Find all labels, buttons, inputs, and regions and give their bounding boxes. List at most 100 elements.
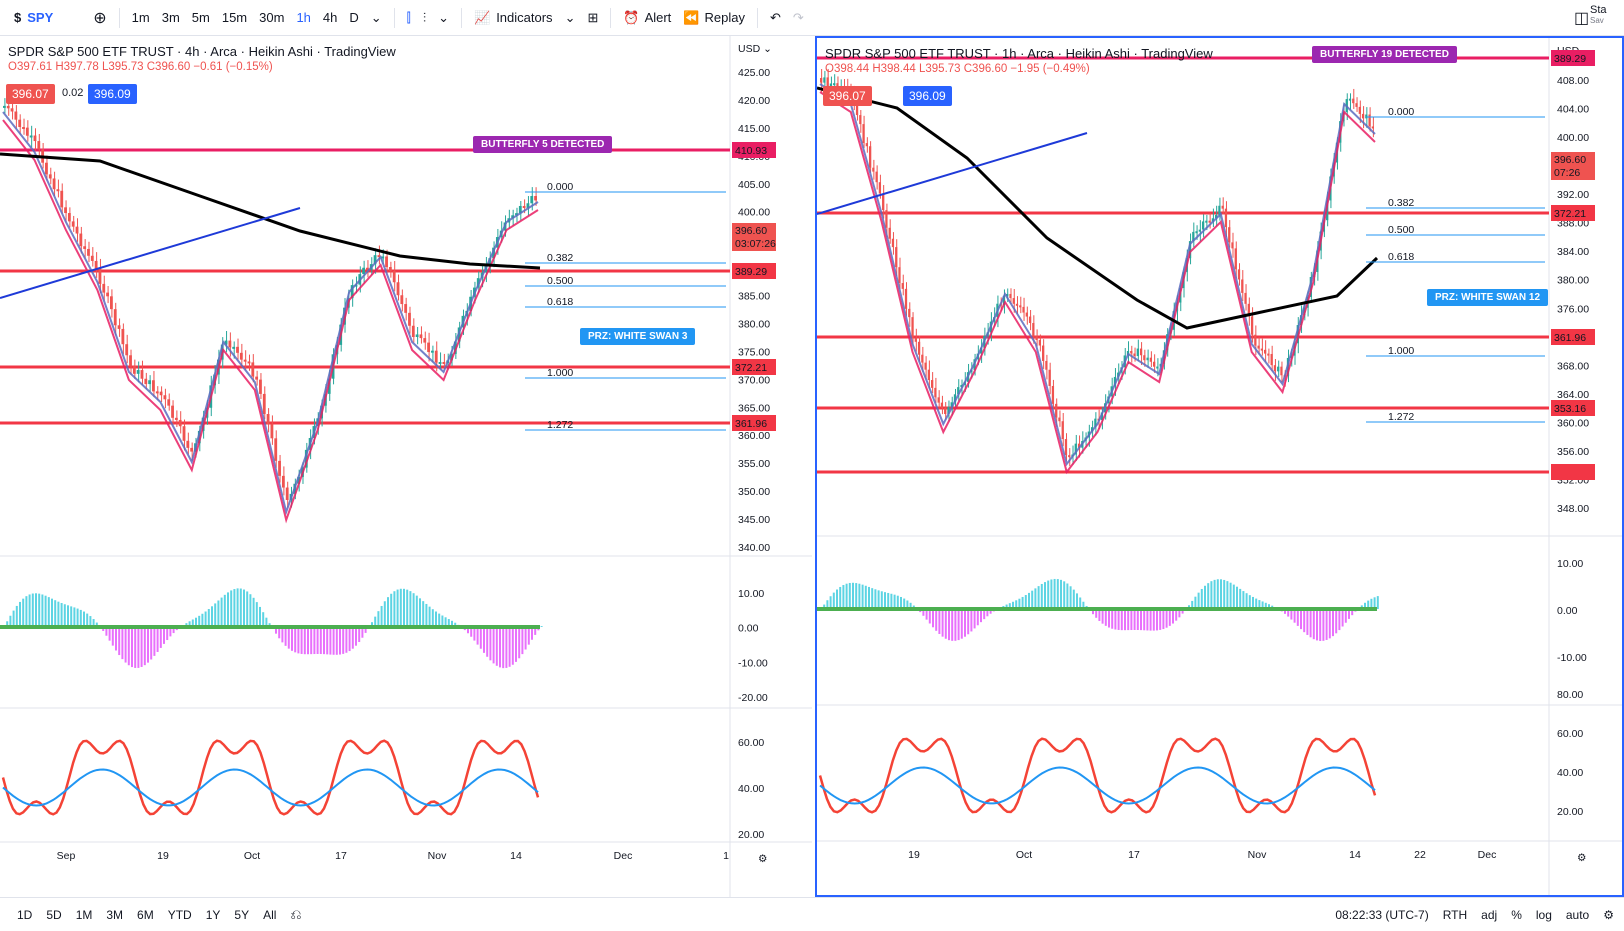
level-price-badge: [732, 142, 776, 158]
percent-toggle[interactable]: %: [1511, 907, 1522, 922]
clock[interactable]: 08:22:33 (UTC-7): [1335, 907, 1429, 922]
candle-body: [511, 215, 515, 219]
oscillator-bar: [470, 627, 473, 637]
range-5d[interactable]: 5D: [46, 907, 62, 922]
sell-button[interactable]: 396.07: [6, 84, 55, 104]
last-price-label: 396.60: [1554, 154, 1586, 166]
oscillator-bar: [415, 595, 418, 627]
butterfly-badge: BUTTERFLY 5 DETECTED: [473, 136, 613, 153]
chart-style-button[interactable]: ⫶: [417, 4, 432, 32]
oscillator-bar: [316, 627, 319, 654]
oscillator-bar: [335, 627, 338, 655]
chart-canvas-4h[interactable]: USD ⌄425.00420.00415.00410.00405.00400.0…: [0, 36, 812, 897]
redo-button[interactable]: ↷: [787, 4, 810, 32]
candle-body: [251, 362, 255, 377]
range-1m[interactable]: 1M: [75, 907, 93, 922]
oscillator-bar: [1008, 603, 1011, 609]
price-tick-label: 356.00: [1557, 446, 1589, 458]
chart-pane-1h[interactable]: USD ⌄408.00404.00400.00396.00392.00388.0…: [815, 36, 1624, 897]
interval-4h[interactable]: 4h: [322, 10, 338, 25]
range-1y[interactable]: 1Y: [205, 907, 221, 922]
candle-body: [1149, 357, 1152, 362]
interval-30m[interactable]: 30m: [259, 10, 285, 25]
interval-1h[interactable]: 1h: [296, 10, 311, 25]
interval-5m[interactable]: 5m: [191, 10, 210, 25]
long-moving-average-line: [0, 152, 541, 270]
oscillator-bar: [1223, 579, 1226, 609]
compare-add-button[interactable]: ⊕: [87, 4, 112, 32]
oscillator-bar: [1172, 609, 1174, 624]
buy-button[interactable]: 396.09: [88, 84, 137, 104]
oscillator-tick-label: -10.00: [738, 657, 768, 669]
rsi-tick-label: 40.00: [1557, 767, 1583, 779]
oscillator-bar: [115, 627, 117, 651]
range-3m[interactable]: 3M: [106, 907, 124, 922]
chart-canvas-1h[interactable]: USD ⌄408.00404.00400.00396.00392.00388.0…: [817, 38, 1622, 895]
candle-body: [67, 213, 71, 222]
interval-dropdown[interactable]: ⌄: [365, 4, 388, 32]
oscillator-bar: [1005, 604, 1008, 609]
oscillator-bar: [1220, 579, 1222, 609]
level-price-label: 372.21: [735, 362, 767, 374]
oscillator-bar: [900, 596, 902, 609]
candle-body: [859, 115, 862, 125]
layout-button[interactable]: ◫: [1568, 4, 1595, 32]
oscillator-bar: [319, 627, 322, 655]
spread-value: 0.02: [62, 87, 84, 99]
chart-style-dropdown[interactable]: ⌄: [432, 4, 455, 32]
candle-body: [232, 346, 236, 349]
oscillator-bar: [1213, 579, 1216, 609]
interval-3m[interactable]: 3m: [161, 10, 180, 25]
undo-button[interactable]: ↶: [764, 4, 787, 32]
candle-body: [534, 196, 537, 201]
range-ytd[interactable]: YTD: [167, 907, 192, 922]
buy-button[interactable]: 396.09: [903, 86, 952, 106]
indicators-button[interactable]: 📈 Indicators: [468, 4, 559, 32]
candle-body: [385, 256, 388, 268]
oscillator-bar: [41, 594, 44, 627]
chart-pane-4h[interactable]: USD ⌄425.00420.00415.00410.00405.00400.0…: [0, 36, 812, 897]
candle-body: [1133, 353, 1136, 357]
interval-15m[interactable]: 15m: [221, 10, 248, 25]
interval-d[interactable]: D: [349, 10, 359, 25]
candle-body: [224, 340, 228, 345]
adj-toggle[interactable]: adj: [1481, 907, 1498, 922]
auto-toggle[interactable]: auto: [1565, 907, 1590, 922]
range-all[interactable]: All: [263, 907, 277, 922]
candle-body: [865, 143, 868, 147]
oscillator-bar: [511, 627, 514, 665]
alert-button[interactable]: ⏰ Alert: [617, 4, 677, 32]
oscillator-bar: [1316, 609, 1318, 641]
session-toggle[interactable]: RTH: [1442, 907, 1468, 922]
range-6m[interactable]: 6M: [137, 907, 154, 922]
oscillator-bar: [1165, 609, 1168, 628]
oscillator-bar: [412, 593, 415, 627]
oscillator-bar: [826, 600, 829, 609]
log-toggle[interactable]: log: [1535, 907, 1552, 922]
interval-1m[interactable]: 1m: [131, 10, 150, 25]
price-tick-label: 400.00: [1557, 132, 1589, 144]
replay-button[interactable]: ⏪ Replay: [677, 4, 751, 32]
range-1d[interactable]: 1D: [17, 907, 33, 922]
level-price-badge: [1551, 329, 1595, 345]
indicators-dropdown[interactable]: ⌄: [559, 4, 582, 32]
candle-body: [957, 387, 960, 395]
templates-button[interactable]: ⊞: [581, 4, 604, 32]
bar-type-button[interactable]: ⫿: [401, 4, 417, 32]
chevron-down-icon: ⌄: [564, 9, 576, 25]
oscillator-bar: [105, 627, 108, 636]
symbol-search[interactable]: $ SPY: [8, 4, 59, 32]
oscillator-tick-label: 0.00: [1557, 605, 1578, 617]
series-legend: SPDR S&P 500 ETF TRUST · 1h · Arca · Hei…: [825, 46, 1213, 75]
oscillator-bar: [383, 601, 386, 627]
range-5y[interactable]: 5Y: [234, 907, 250, 922]
oscillator-bar: [127, 627, 130, 666]
oscillator-bar: [67, 605, 69, 627]
candle-body: [1025, 312, 1028, 317]
sell-button[interactable]: 396.07: [823, 86, 872, 106]
oscillator-bar: [960, 609, 963, 639]
save-status[interactable]: Sta Sav: [1590, 4, 1607, 25]
indicators-icon: 📈: [474, 9, 491, 25]
gear-icon[interactable]: ⚙: [1603, 907, 1614, 922]
date-range-icon[interactable]: ⎌: [290, 906, 302, 922]
